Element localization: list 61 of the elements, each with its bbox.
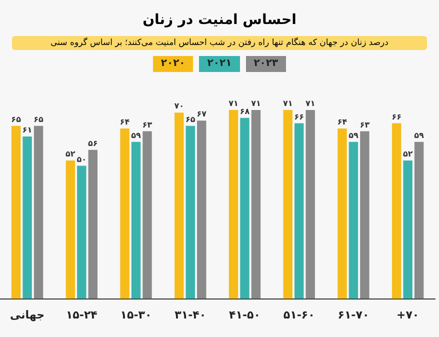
data-label: ۵۹ <box>348 130 358 140</box>
x-tick-label: ۵۱-۶۰ <box>283 308 315 322</box>
bar <box>11 126 21 299</box>
data-label: ۶۷ <box>196 110 207 119</box>
data-label: ۶۳ <box>142 120 152 130</box>
data-label: ۶۵ <box>185 114 196 124</box>
data-label: ۷۱ <box>228 99 238 108</box>
bar <box>251 110 261 299</box>
bar <box>403 160 412 299</box>
bar <box>120 128 130 299</box>
data-label: ۶۶ <box>392 112 402 122</box>
bar <box>186 126 195 299</box>
bar <box>66 160 76 299</box>
data-label: ۶۵ <box>34 114 44 124</box>
x-tick-label: ۳۱-۴۰ <box>174 308 206 322</box>
bar <box>197 120 206 299</box>
bar <box>240 118 250 299</box>
data-label: ۵۲ <box>66 150 76 159</box>
bar <box>77 166 86 299</box>
x-tick-label: ۱۵-۳۰ <box>120 308 152 322</box>
bar <box>392 123 402 299</box>
data-label: ۷۰ <box>174 102 184 111</box>
bar <box>294 123 304 299</box>
bar <box>228 110 238 299</box>
bar <box>142 131 152 299</box>
data-label: ۷۱ <box>305 99 316 108</box>
data-label: ۶۴ <box>337 118 348 127</box>
data-label: ۵۲ <box>402 150 413 159</box>
bar <box>306 110 315 299</box>
bar <box>131 142 141 299</box>
x-tick-label: ۱۵-۲۴ <box>66 308 98 322</box>
data-label: ۵۹ <box>131 130 142 140</box>
text: ۲۰۲۱ <box>199 56 240 72</box>
x-tick-label: ۴۱-۵۰ <box>229 308 260 322</box>
text: ۲۰۲۰ <box>152 56 194 72</box>
data-label: ۶۱ <box>22 126 32 135</box>
bar <box>34 126 44 299</box>
data-label: ۵۶ <box>88 138 98 148</box>
data-label: ۵۰ <box>76 154 87 164</box>
x-tick-label: جهانی <box>10 308 45 322</box>
data-label: ۷۱ <box>251 99 261 108</box>
x-tick-label: +۷۰ <box>396 308 420 322</box>
bar <box>348 142 358 299</box>
text: ۲۰۲۳ <box>246 56 286 72</box>
bar <box>338 128 347 299</box>
chart-title: احساس امنیت در زنان <box>142 11 298 30</box>
data-label: ۵۹ <box>414 130 424 140</box>
data-label: ۶۳ <box>360 120 370 130</box>
x-tick-label: ۶۱-۷۰ <box>338 308 370 322</box>
data-label: ۶۵ <box>11 114 22 124</box>
chart-subtitle: درصد زنان در جهان که هنگام تنها راه رفتن در شب احساس امنیت می‌کنند؛ بر اساس گروه سنی <box>12 36 427 50</box>
bar <box>22 136 32 299</box>
bar <box>283 110 292 299</box>
bar <box>88 150 98 299</box>
data-label: ۶۴ <box>120 118 130 127</box>
bar <box>174 112 184 299</box>
data-label: ۶۸ <box>240 107 250 116</box>
bar <box>360 131 370 299</box>
data-label: ۶۶ <box>294 112 304 122</box>
data-label: ۷۱ <box>282 99 293 108</box>
bar <box>414 142 424 299</box>
